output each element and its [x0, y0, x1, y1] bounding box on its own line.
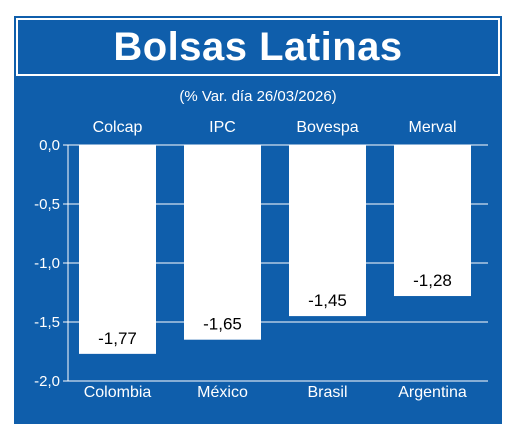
index-label: IPC	[209, 119, 236, 136]
y-tick-label: -1,5	[34, 314, 60, 331]
chart-title: Bolsas Latinas	[113, 24, 403, 69]
index-label: Colcap	[93, 119, 143, 136]
bar	[79, 145, 156, 354]
x-tick-label: Argentina	[398, 384, 467, 401]
y-tick-label: -1,0	[34, 255, 60, 272]
bar	[289, 145, 366, 317]
y-tick-label: -2,0	[34, 373, 60, 390]
data-label: -1,28	[413, 271, 452, 290]
index-label: Merval	[408, 119, 456, 136]
bar	[184, 145, 261, 340]
x-tick-label: Brasil	[307, 384, 347, 401]
title-box: Bolsas Latinas	[16, 18, 500, 76]
data-label: -1,45	[308, 291, 347, 310]
y-tick-label: -0,5	[34, 196, 60, 213]
bar	[394, 145, 471, 297]
data-label: -1,77	[98, 329, 137, 348]
x-tick-label: Colombia	[84, 384, 152, 401]
chart-subtitle: (% Var. día 26/03/2026)	[179, 88, 337, 105]
x-tick-label: México	[197, 384, 248, 401]
data-label: -1,65	[203, 315, 242, 334]
index-label: Bovespa	[296, 119, 358, 136]
y-tick-label: 0,0	[39, 137, 60, 154]
